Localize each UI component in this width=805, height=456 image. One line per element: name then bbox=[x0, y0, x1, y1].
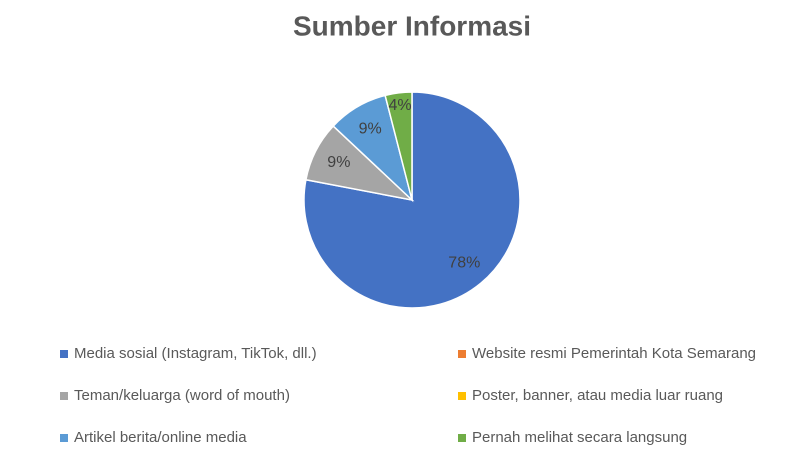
legend-marker bbox=[60, 434, 68, 442]
legend-label: Artikel berita/online media bbox=[74, 429, 247, 446]
legend-marker bbox=[458, 434, 466, 442]
pie-slice bbox=[384, 91, 413, 201]
legend-label: Poster, banner, atau media luar ruang bbox=[472, 387, 723, 404]
legend-label: Website resmi Pemerintah Kota Semarang bbox=[472, 345, 756, 362]
legend-label: Pernah melihat secara langsung bbox=[472, 429, 687, 446]
data-label: 4% bbox=[389, 97, 412, 114]
legend-marker bbox=[458, 350, 466, 358]
legend-label: Teman/keluarga (word of mouth) bbox=[74, 387, 290, 404]
legend-label: Media sosial (Instagram, TikTok, dll.) bbox=[74, 345, 317, 362]
data-label: 78% bbox=[448, 254, 480, 271]
data-label: 9% bbox=[359, 121, 382, 138]
legend-marker bbox=[60, 392, 68, 400]
chart-title: Sumber Informasi bbox=[293, 10, 531, 41]
legend-marker bbox=[458, 392, 466, 400]
legend-marker bbox=[60, 350, 68, 358]
data-label: 9% bbox=[327, 154, 350, 171]
